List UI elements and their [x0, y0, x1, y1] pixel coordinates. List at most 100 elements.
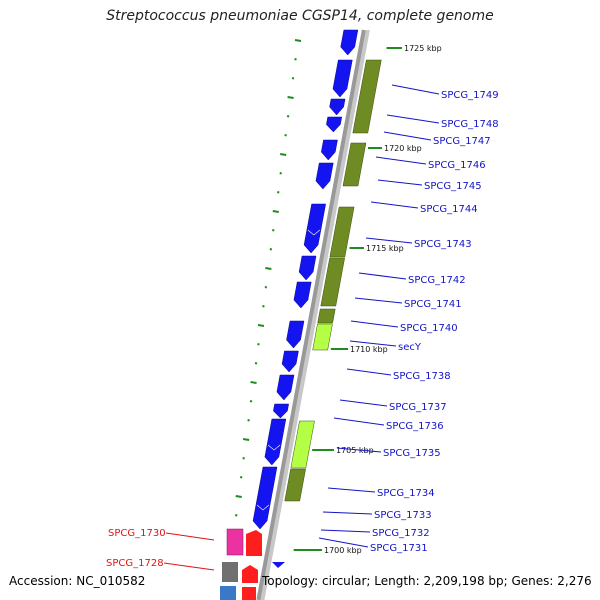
tick-mark: [291, 77, 295, 80]
tick-mark: [287, 96, 294, 99]
label-leader: [391, 84, 440, 95]
gene-label: SPCG_1733: [374, 510, 432, 521]
forward-gene-arrow: [276, 374, 295, 401]
gene-label: SPCG_1738: [393, 371, 451, 382]
scale-tick-label: 1710 kbp: [350, 345, 388, 354]
gene-label: SPCG_1737: [389, 402, 447, 413]
label-leader: [349, 340, 397, 347]
gene-label: SPCG_1731: [370, 543, 428, 554]
scale-tick-label: 1725 kbp: [404, 44, 442, 53]
forward-gene-arrow: [252, 466, 278, 530]
tick-mark: [262, 305, 265, 308]
gene-label: SPCG_1743: [414, 239, 472, 250]
label-leader: [165, 532, 215, 541]
pink-gene: [226, 528, 244, 556]
tick-mark: [279, 172, 282, 175]
red-gene-arrow: [242, 565, 258, 583]
label-leader: [322, 511, 373, 515]
forward-gene-arrow: [329, 98, 346, 116]
gene-label: SPCG_1746: [428, 160, 486, 171]
forward-gene-arrow: [293, 281, 312, 309]
tick-mark: [286, 115, 290, 118]
label-leader: [163, 562, 215, 571]
forward-gene-arrow: [303, 203, 326, 254]
tick-mark: [272, 229, 275, 232]
gene-chevron: [307, 229, 321, 236]
tick-mark: [247, 419, 250, 422]
tick-mark: [235, 514, 238, 517]
tick-mark: [250, 381, 257, 384]
map-title: Streptococcus pneumoniae CGSP14, complet…: [106, 8, 494, 24]
tick-mark: [276, 191, 280, 194]
blue-gene: [220, 586, 236, 600]
gene-label: SPCG_1735: [383, 448, 441, 459]
gene-label: SPCG_1736: [386, 421, 444, 432]
tick-mark: [249, 400, 253, 403]
genome-backbone: [256, 29, 366, 600]
gene-label: SPCG_1741: [404, 299, 462, 310]
topology-text: Topology: circular; Length: 2,209,198 bp…: [262, 574, 592, 588]
reverse-gene-block: [290, 420, 315, 469]
tick-mark: [254, 362, 258, 365]
scale-tick-label: 1715 kbp: [366, 244, 404, 253]
forward-gene-arrow: [264, 418, 287, 466]
gene-label: SPCG_1730: [108, 528, 166, 539]
forward-gene-arrow: [298, 255, 317, 281]
scale-tick-label: 1705 kbp: [336, 446, 374, 455]
label-leader: [346, 368, 392, 376]
tick-mark: [264, 286, 268, 289]
gene-label: SPCG_1745: [424, 181, 482, 192]
label-leader: [375, 156, 427, 165]
label-leader: [383, 131, 432, 141]
tick-mark: [294, 39, 302, 42]
label-leader: [354, 297, 403, 304]
tick-mark: [280, 153, 287, 156]
reverse-gene-block: [342, 142, 367, 187]
reverse-gene-block: [317, 308, 336, 324]
forward-gene-arrow: [281, 350, 299, 373]
label-leader: [336, 447, 382, 453]
scale-tick-label: 1720 kbp: [384, 144, 422, 153]
label-leader: [318, 537, 369, 548]
reverse-gene-block: [352, 59, 382, 134]
tick-mark: [294, 58, 297, 61]
label-leader: [339, 399, 388, 407]
reverse-gene-block: [284, 468, 306, 502]
forward-gene-arrow: [332, 59, 353, 98]
gene-label: SPCG_1744: [420, 204, 478, 215]
tick-mark: [239, 476, 243, 479]
forward-gene-arrow: [315, 162, 334, 190]
backbone-shadow: [260, 30, 370, 600]
red-gene: [242, 587, 256, 600]
gene-chevron: [256, 504, 270, 511]
forward-gene-arrow: [326, 116, 343, 133]
label-leader: [327, 487, 376, 493]
label-leader: [333, 417, 385, 426]
tick-mark: [242, 457, 245, 460]
label-leader: [377, 179, 423, 186]
gene-label: SPCG_1748: [441, 119, 499, 130]
gene-label: SPCG_1742: [408, 275, 466, 286]
gene-label: SPCG_1740: [400, 323, 458, 334]
gray-gene: [222, 562, 238, 582]
label-leader: [320, 529, 371, 533]
tick-mark: [272, 210, 279, 213]
label-leader: [350, 320, 399, 328]
label-leader: [386, 114, 440, 124]
tick-mark: [284, 134, 287, 137]
gene-chevron: [267, 444, 281, 451]
gene-label: SPCG_1734: [377, 488, 435, 499]
gene-label: SPCG_1728: [106, 558, 164, 569]
forward-gene-arrow: [321, 139, 338, 161]
reverse-gene-block: [312, 323, 333, 351]
label-leader: [365, 237, 413, 244]
red-gene-arrow: [246, 530, 262, 556]
gene-label: SPCG_1747: [433, 136, 491, 147]
tick-mark: [235, 495, 242, 498]
scale-tick-label: 1700 kbp: [324, 546, 362, 555]
gene-label: SPCG_1749: [441, 90, 499, 101]
label-leader: [358, 272, 407, 280]
forward-gene-arrow: [340, 29, 359, 56]
gene-label: SPCG_1732: [372, 528, 430, 539]
